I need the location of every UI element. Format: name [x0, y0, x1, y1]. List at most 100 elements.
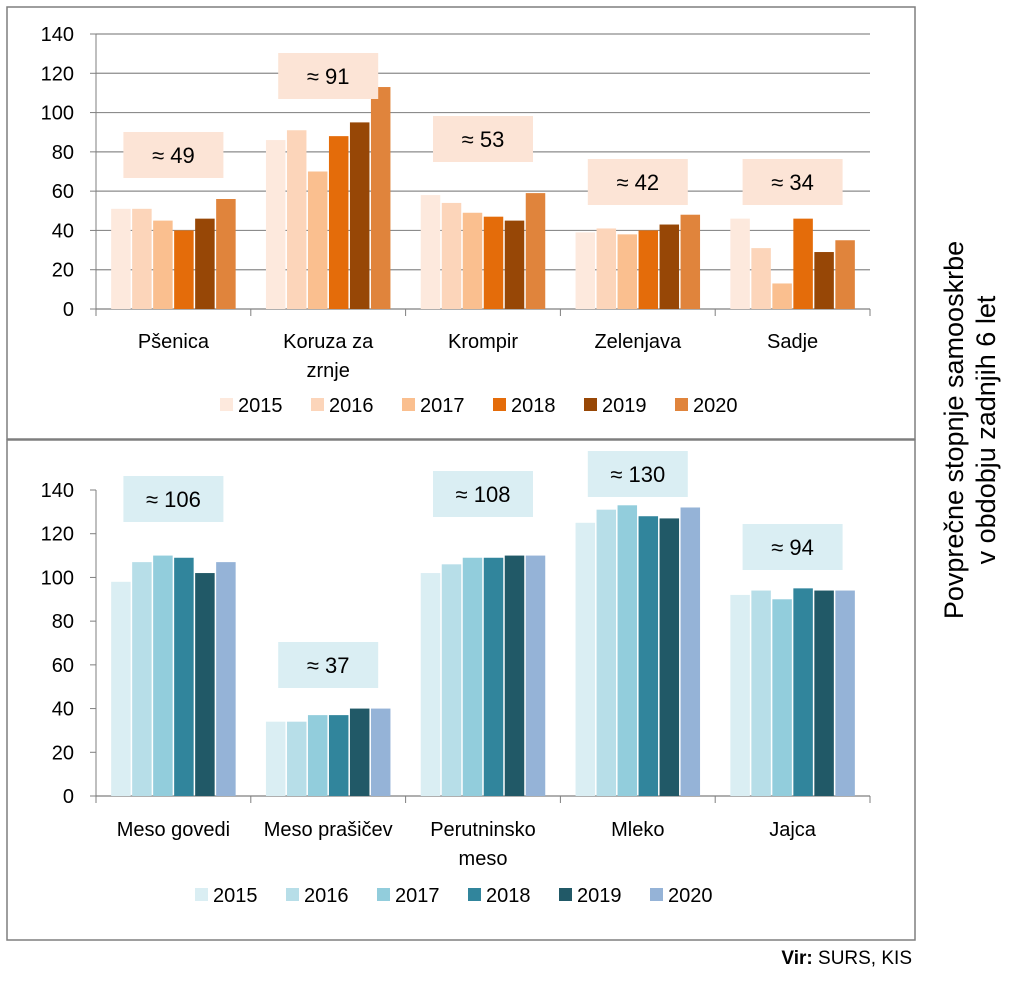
chart-panel-plant-products: 0 20 40 60 80 100 120 140 Pšenica ≈ 49 Koruza za zr…	[6, 6, 916, 440]
y-tick-label: 120	[41, 524, 74, 546]
legend-label: 2016	[329, 395, 374, 417]
bar-2018	[174, 230, 194, 309]
bar-2020	[370, 87, 391, 310]
average-annotation: ≈ 53	[433, 116, 533, 162]
bar-2016	[132, 562, 152, 796]
side-title: Povprečne stopnje samooskrbe v obdobju z…	[920, 90, 1017, 770]
legend-swatch	[286, 888, 299, 901]
legend-item: 2015	[220, 395, 283, 417]
legend-item: 2019	[559, 885, 622, 907]
bar-2020	[370, 708, 391, 796]
bar-2020	[525, 555, 546, 796]
legend-label: 2019	[602, 395, 647, 417]
annotation-label: ≈ 91	[307, 64, 350, 89]
bar-2015	[111, 208, 131, 309]
bar-2015	[730, 218, 750, 309]
legend-label: 2019	[577, 885, 622, 907]
bar-2015	[575, 232, 596, 309]
bar-2019	[659, 518, 680, 796]
average-annotation: ≈ 91	[278, 53, 379, 99]
average-annotation: ≈ 42	[587, 159, 688, 205]
y-tick-label: 140	[41, 24, 74, 46]
legend-item: 2017	[377, 885, 440, 907]
y-tick-label: 100	[41, 567, 74, 589]
category-label: Perutninsko	[430, 819, 536, 841]
bar-2017	[617, 234, 638, 309]
category-label: Meso govedi	[117, 819, 230, 841]
bar-2017	[153, 555, 173, 796]
average-annotation: ≈ 108	[433, 471, 533, 517]
bar-2016	[441, 202, 462, 309]
y-tick-label: 0	[63, 786, 74, 808]
legend-swatch	[377, 888, 390, 901]
legend-swatch	[650, 888, 663, 901]
annotation-label: ≈ 37	[307, 653, 350, 678]
y-tick-label: 40	[52, 220, 74, 242]
y-tick-label: 60	[52, 655, 74, 677]
annotation-box	[433, 471, 533, 517]
bar-2016	[132, 208, 152, 309]
bar-2019	[349, 122, 370, 310]
bar-2019	[349, 708, 370, 796]
bar-2016	[286, 721, 307, 796]
average-annotation: ≈ 34	[742, 159, 843, 205]
annotation-box	[433, 116, 533, 162]
legend: 2015 2016 2017 2018 2019 2020	[195, 885, 713, 907]
annotation-box	[587, 159, 688, 205]
bar-2018	[793, 588, 813, 796]
annotation-box	[742, 524, 843, 570]
bar-2019	[504, 220, 525, 309]
annotation-box	[742, 159, 843, 205]
average-annotation: ≈ 130	[587, 451, 688, 497]
legend-swatch	[220, 398, 233, 411]
bar-2018	[638, 230, 659, 309]
bar-2018	[483, 216, 504, 309]
category-label: Sadje	[767, 331, 818, 353]
bar-2017	[617, 505, 638, 796]
bar-2015	[575, 522, 596, 796]
legend-swatch	[195, 888, 208, 901]
legend-swatch	[675, 398, 688, 411]
bar-2020	[680, 214, 701, 309]
annotation-label: ≈ 108	[456, 482, 511, 507]
annotation-label: ≈ 106	[146, 487, 201, 512]
annotation-box	[278, 642, 379, 688]
y-tick-label: 20	[52, 260, 74, 282]
legend-label: 2015	[238, 395, 283, 417]
bar-2017	[462, 557, 483, 796]
category-label: meso	[459, 848, 508, 870]
annotation-label: ≈ 42	[616, 170, 659, 195]
average-annotation: ≈ 37	[278, 642, 379, 688]
annotation-box	[278, 53, 379, 99]
y-tick-label: 20	[52, 742, 74, 764]
legend-swatch	[584, 398, 597, 411]
average-annotation: ≈ 49	[123, 132, 224, 178]
category-label: Pšenica	[138, 331, 210, 353]
legend-swatch	[402, 398, 415, 411]
bar-2019	[195, 218, 215, 309]
bar-2016	[751, 248, 771, 309]
annotation-box	[587, 451, 688, 497]
annotation-label: ≈ 53	[462, 127, 505, 152]
legend: 2015 2016 2017 2018 2019 2020	[220, 395, 738, 417]
annotation-label: ≈ 130	[610, 462, 665, 487]
bar-2017	[307, 715, 328, 796]
annotation-box	[123, 132, 224, 178]
category-label: Zelenjava	[594, 331, 682, 353]
bar-2018	[328, 715, 349, 796]
annotation-label: ≈ 94	[771, 535, 814, 560]
category-label: zrnje	[307, 360, 350, 382]
legend-item: 2020	[650, 885, 713, 907]
side-title-line-1: Povprečne stopnje samooskrbe	[939, 240, 969, 620]
legend-label: 2018	[511, 395, 556, 417]
bar-2018	[328, 136, 349, 309]
legend-item: 2016	[311, 395, 374, 417]
bar-2018	[483, 557, 504, 796]
legend-item: 2019	[584, 395, 647, 417]
bar-2015	[730, 594, 750, 796]
legend-item: 2015	[195, 885, 258, 907]
bar-2016	[751, 590, 771, 796]
legend-item: 2017	[402, 395, 465, 417]
side-title-line-2: v obdobju zadnjih 6 let	[971, 295, 1001, 565]
